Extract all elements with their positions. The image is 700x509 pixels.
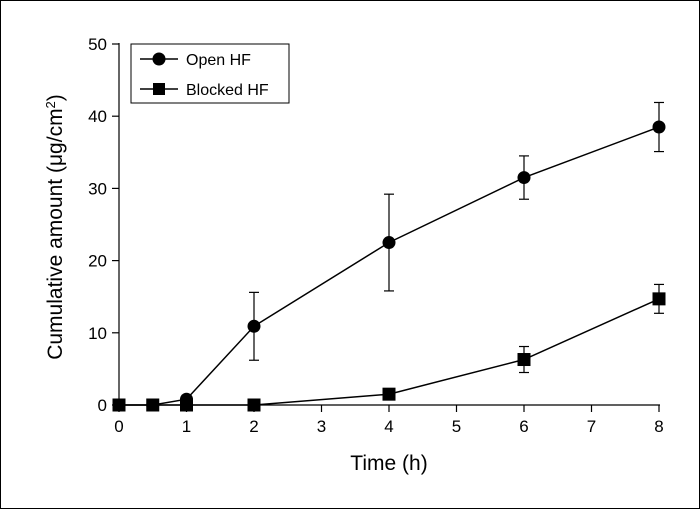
y-tick-label: 10: [88, 324, 107, 343]
data-point: [247, 319, 261, 333]
y-tick-label: 0: [98, 396, 107, 415]
y-axis-label-sup: 2: [43, 101, 58, 108]
axis-ticks: 0 1 2 3 4 5 6 7 8 0 10 20 30 40 50: [88, 35, 664, 436]
data-point: [517, 353, 531, 367]
data-point: [652, 292, 666, 306]
y-tick-label: 20: [88, 252, 107, 271]
data-point: [652, 120, 666, 134]
y-tick-label: 30: [88, 179, 107, 198]
data-point: [382, 387, 396, 401]
series-blocked-hf: [112, 283, 666, 412]
x-tick-label: 2: [249, 417, 258, 436]
data-point: [180, 398, 193, 412]
x-tick-label: 1: [182, 417, 191, 436]
series-layer: [112, 101, 666, 412]
data-point: [382, 236, 396, 250]
legend-marker-open-hf: [152, 52, 166, 66]
data-point: [517, 171, 531, 185]
data-point: [112, 398, 126, 412]
y-axis-label-close: ): [44, 94, 67, 101]
x-tick-label: 0: [114, 417, 123, 436]
x-tick-label: 4: [384, 417, 393, 436]
x-tick-label: 7: [587, 417, 596, 436]
x-tick-label: 5: [452, 417, 461, 436]
data-point: [247, 398, 261, 412]
legend: Open HF Blocked HF: [130, 43, 290, 104]
data-point: [146, 398, 160, 412]
legend-label-open-hf: Open HF: [186, 52, 251, 69]
legend-marker-blocked-hf: [153, 83, 165, 95]
legend-label-blocked-hf: Blocked HF: [186, 82, 269, 99]
x-tick-label: 6: [519, 417, 528, 436]
series-open-hf: [112, 101, 666, 412]
x-axis-label: Time (h): [350, 452, 427, 475]
y-axis-label: Cumulative amount (μg/cm2): [43, 94, 68, 360]
y-tick-label: 50: [88, 35, 107, 54]
x-tick-label: 8: [654, 417, 663, 436]
y-axis-label-main: Cumulative amount (μg/cm: [44, 108, 67, 359]
x-tick-label: 3: [317, 417, 326, 436]
y-tick-label: 40: [88, 107, 107, 126]
